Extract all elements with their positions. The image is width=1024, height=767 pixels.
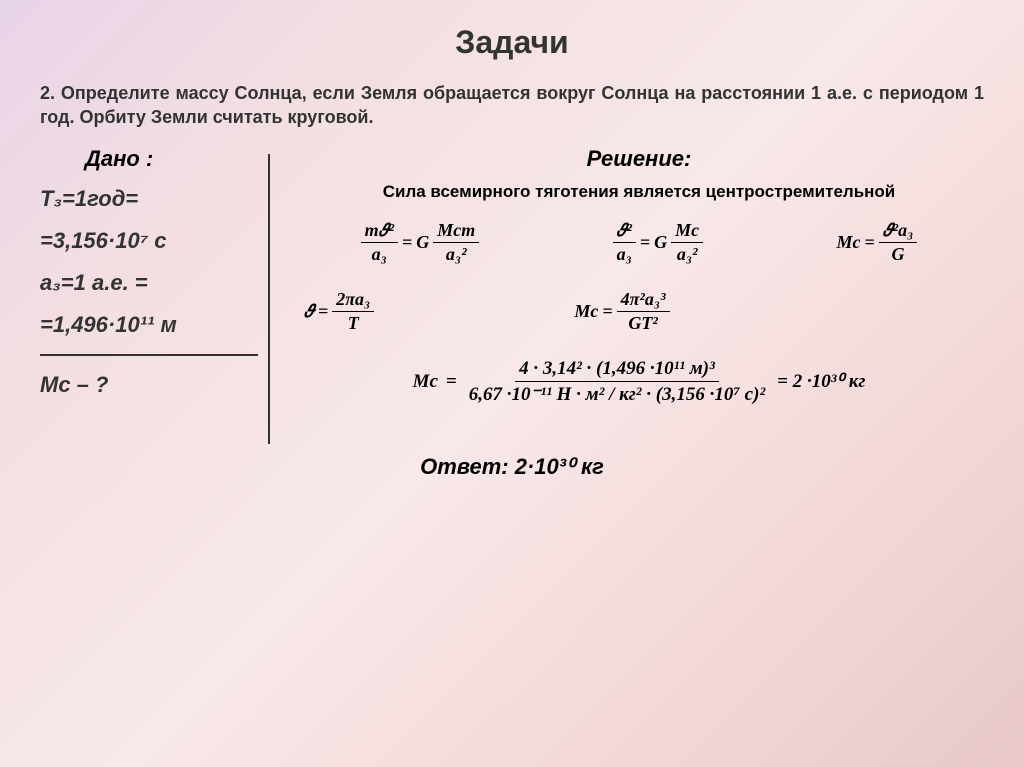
eq1: m𝜗²a₃ = G Mсma₃² bbox=[361, 220, 480, 265]
solution-label: Решение: bbox=[294, 146, 984, 172]
problem-statement: 2. Определите массу Солнца, если Земля о… bbox=[0, 73, 1024, 146]
vertical-divider bbox=[268, 154, 270, 444]
given-t1: T₃=1год= bbox=[40, 186, 258, 212]
horizontal-divider bbox=[40, 354, 258, 356]
given-a1: а₃=1 а.е. = bbox=[40, 270, 258, 296]
content-area: Дано : T₃=1год= =3,156·10⁷ c а₃=1 а.е. =… bbox=[0, 146, 1024, 406]
eq3: Mс = 𝜗²a₃G bbox=[836, 220, 917, 265]
eq2: 𝜗²a₃ = G Mсa₃² bbox=[613, 220, 704, 265]
given-t2: =3,156·10⁷ c bbox=[40, 228, 258, 254]
answer-text: Ответ: 2·10³⁰ кг bbox=[0, 454, 1024, 480]
equation-row-1: m𝜗²a₃ = G Mсma₃² 𝜗²a₃ = G Mсa₃² Mс = 𝜗²a… bbox=[294, 220, 984, 265]
given-column: Дано : T₃=1год= =3,156·10⁷ c а₃=1 а.е. =… bbox=[40, 146, 270, 406]
find-label: Mс – ? bbox=[40, 372, 258, 398]
given-a2: =1,496·10¹¹ м bbox=[40, 312, 258, 338]
equation-row-2: 𝜗 = 2πa₃T Mс = 4π²a₃³GT² bbox=[294, 289, 984, 334]
law-text: Сила всемирного тяготения является центр… bbox=[294, 182, 984, 202]
eq5: Mс = 4π²a₃³GT² bbox=[574, 289, 669, 334]
page-title: Задачи bbox=[0, 0, 1024, 73]
eq4: 𝜗 = 2πa₃T bbox=[304, 289, 374, 334]
solution-column: Решение: Сила всемирного тяготения являе… bbox=[270, 146, 984, 406]
final-equation: Mс = 4 · 3,14² · (1,496 ·10¹¹ м)³ 6,67 ·… bbox=[294, 358, 984, 406]
given-label: Дано : bbox=[85, 146, 258, 172]
